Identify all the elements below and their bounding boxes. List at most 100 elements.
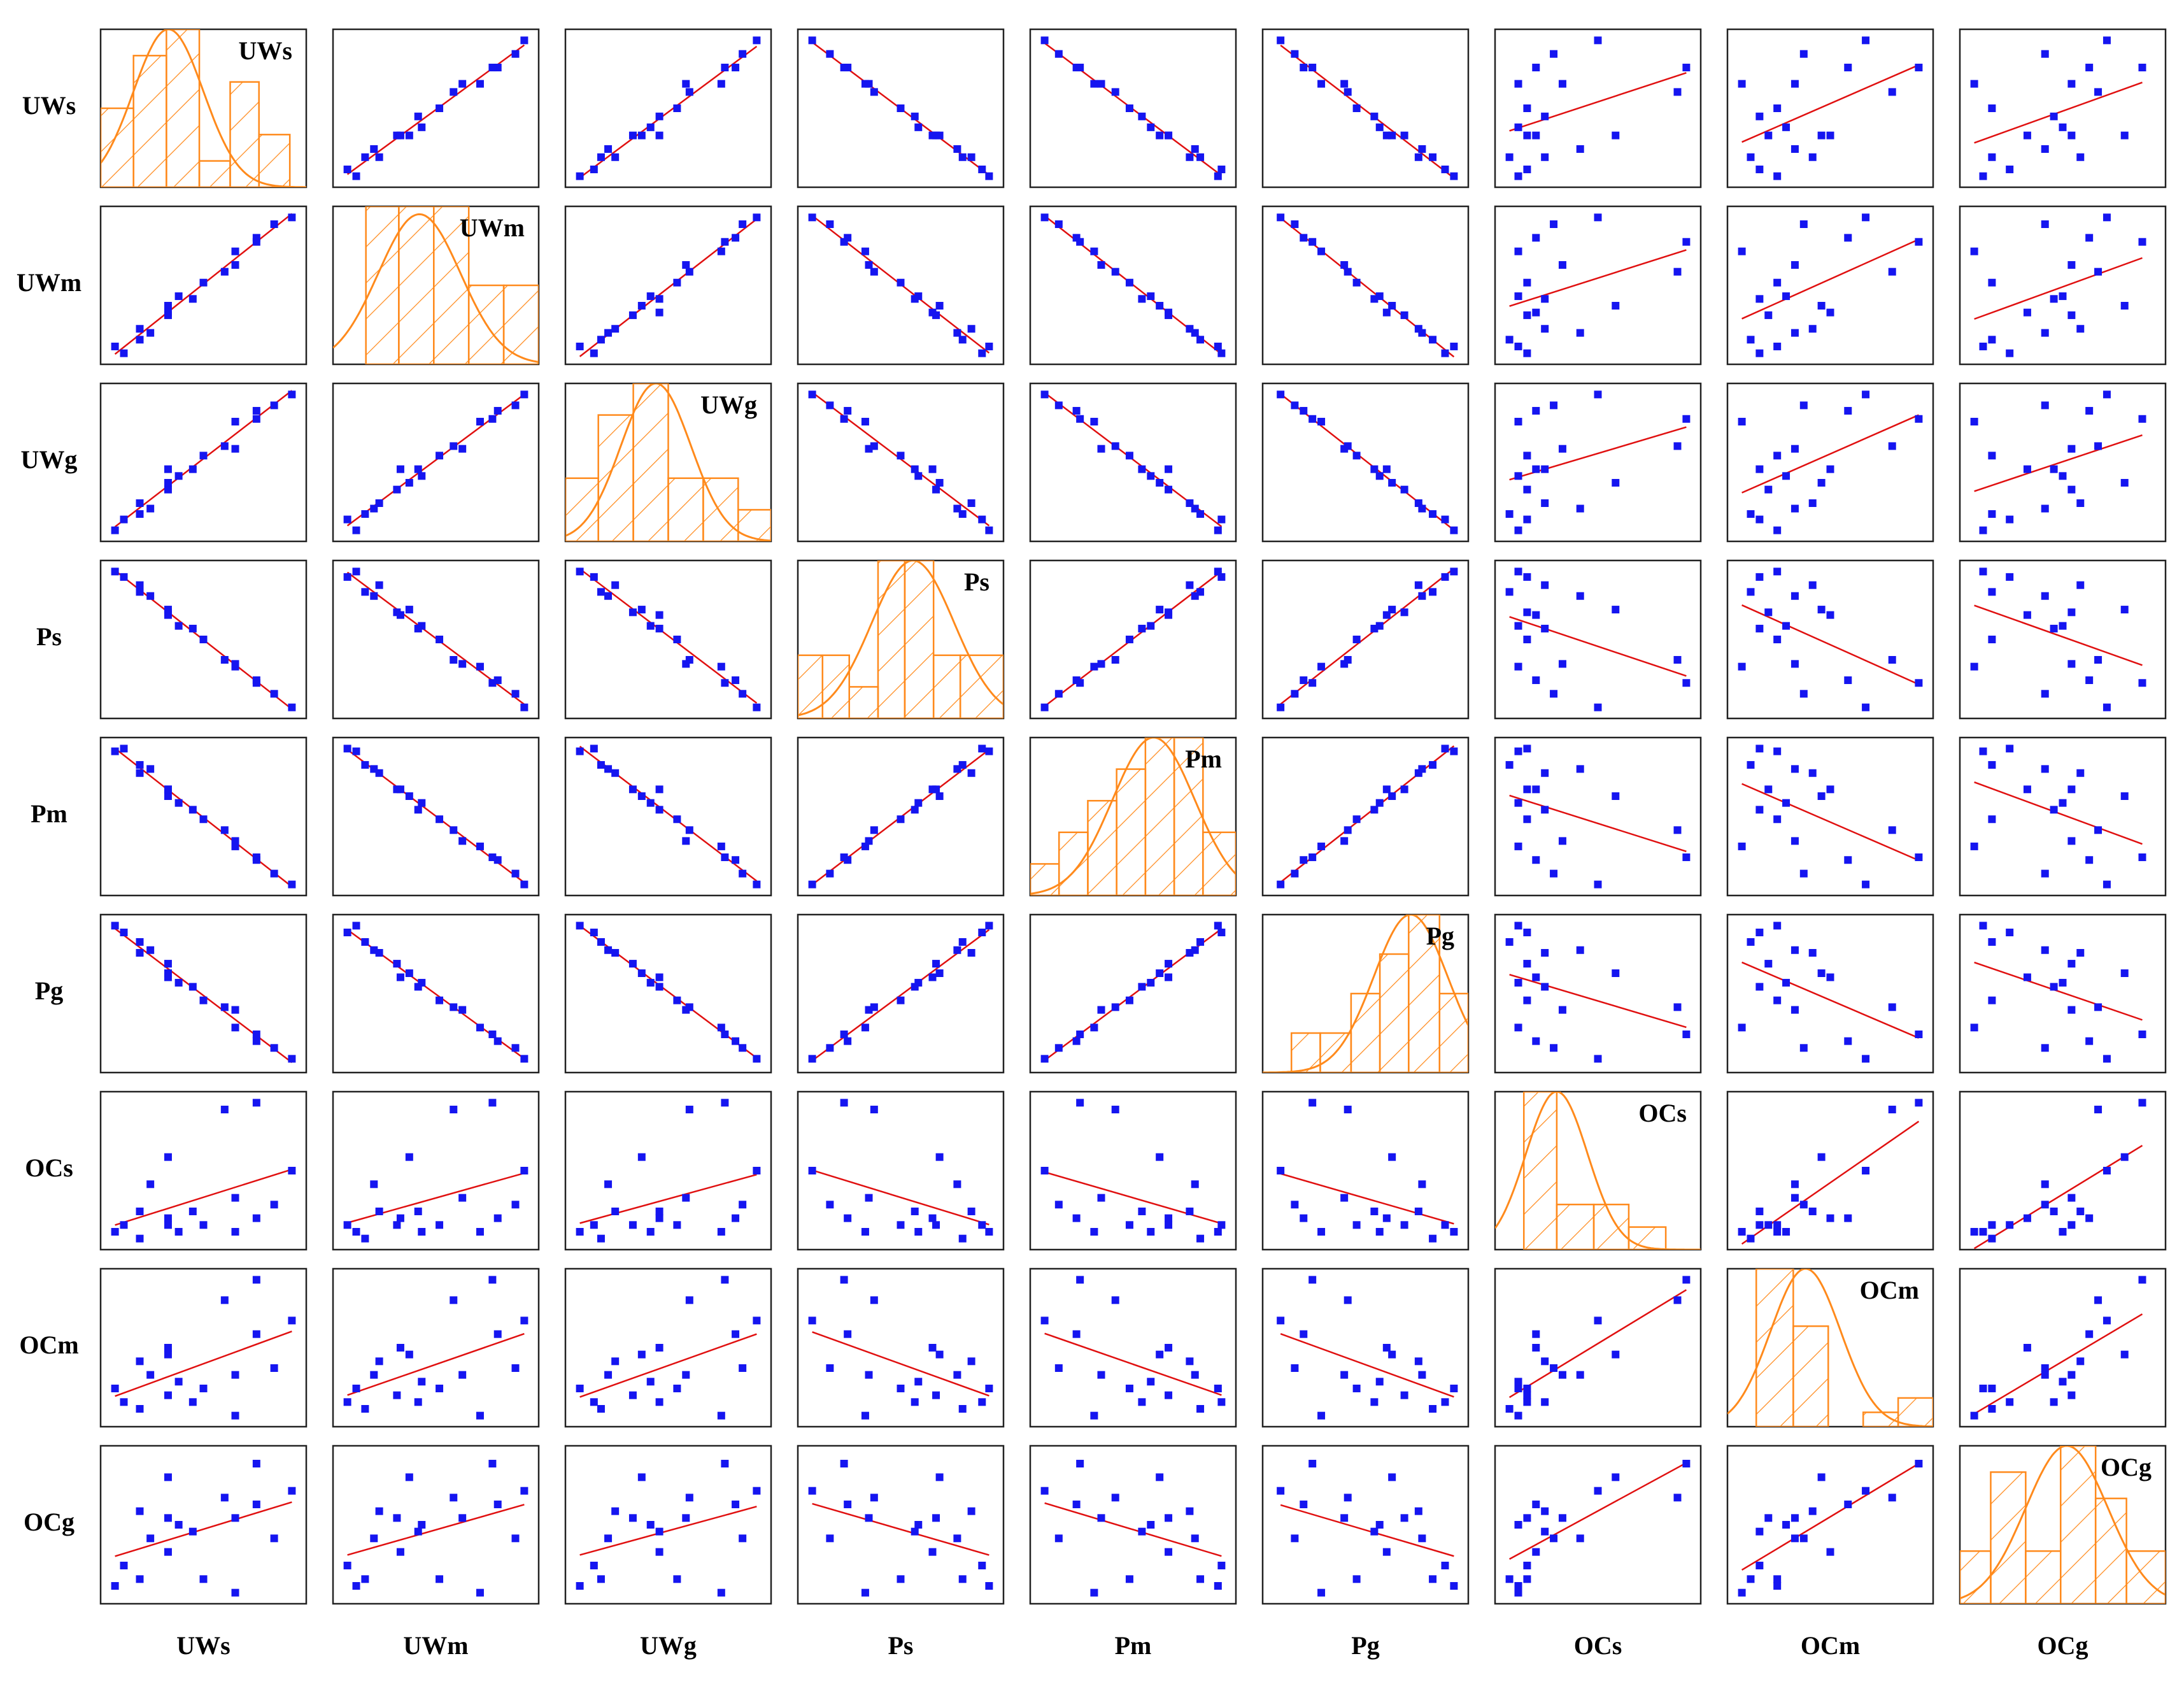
panel: OCs <box>1494 1090 1702 1251</box>
point <box>1888 88 1896 96</box>
point <box>2059 472 2067 480</box>
point <box>1317 1588 1326 1597</box>
point <box>1541 153 1549 161</box>
point <box>1352 815 1361 824</box>
panel <box>99 1267 308 1428</box>
row-label: OCs <box>25 1153 73 1182</box>
point <box>111 922 119 930</box>
point <box>576 1384 584 1392</box>
point <box>1773 636 1782 643</box>
point <box>2006 573 2014 581</box>
column-label: Pg <box>1351 1631 1379 1660</box>
point <box>1217 165 1226 173</box>
panel <box>332 28 540 189</box>
point <box>1764 960 1773 968</box>
point <box>1790 592 1799 600</box>
point <box>597 153 605 161</box>
hist-bar <box>1144 738 1175 896</box>
panel-frame <box>1726 205 1934 366</box>
point <box>1682 238 1691 246</box>
point <box>2085 856 2094 864</box>
panel-frame <box>1726 736 1934 897</box>
point <box>1072 1330 1081 1338</box>
point <box>1755 624 1764 632</box>
point <box>1915 238 1923 246</box>
point <box>935 969 944 978</box>
point <box>1111 88 1119 96</box>
point <box>2023 973 2031 981</box>
point <box>1147 978 1155 987</box>
point <box>1612 1473 1620 1481</box>
point <box>928 785 937 794</box>
point <box>136 1575 144 1583</box>
panel <box>332 1090 540 1251</box>
point <box>682 837 690 845</box>
point <box>2094 1296 2102 1304</box>
point <box>637 1350 646 1359</box>
point <box>861 1588 869 1597</box>
point <box>597 938 605 946</box>
fit-line <box>1280 1504 1454 1557</box>
point <box>1541 581 1549 589</box>
point <box>1277 36 1285 45</box>
panel <box>99 559 308 720</box>
point <box>637 969 646 978</box>
panel-frame <box>1261 1445 1470 1605</box>
point <box>739 690 747 698</box>
panel <box>1261 1267 1470 1428</box>
point <box>1505 1575 1514 1583</box>
point <box>252 415 260 423</box>
point <box>288 1055 296 1063</box>
hist-bar <box>166 29 201 187</box>
point <box>164 792 172 801</box>
point <box>1673 442 1682 450</box>
point <box>826 1044 834 1052</box>
point <box>1076 64 1084 72</box>
point <box>1970 1024 1978 1032</box>
point <box>370 1371 378 1379</box>
point <box>270 220 278 229</box>
panel <box>1261 559 1470 720</box>
point <box>1550 869 1558 878</box>
point <box>1523 929 1531 937</box>
point <box>2094 826 2102 834</box>
fit-line <box>1509 616 1687 677</box>
point <box>1773 278 1782 287</box>
point <box>520 1167 528 1174</box>
point <box>1217 929 1226 937</box>
point <box>393 1391 401 1399</box>
point <box>418 472 426 480</box>
point <box>932 1514 940 1522</box>
point <box>1054 401 1063 410</box>
point <box>1429 510 1437 518</box>
fit-line <box>812 1169 989 1225</box>
point <box>352 1581 360 1590</box>
point <box>1344 1106 1352 1114</box>
point <box>655 1344 663 1352</box>
point <box>1191 592 1199 600</box>
point <box>590 929 598 937</box>
point <box>361 510 369 518</box>
point <box>576 922 584 930</box>
point <box>1291 690 1299 698</box>
point <box>953 504 961 513</box>
point <box>270 1534 278 1543</box>
point <box>352 747 360 755</box>
point <box>220 442 229 450</box>
point <box>1888 655 1896 664</box>
point <box>717 662 725 671</box>
point <box>511 401 520 410</box>
point <box>1576 329 1584 337</box>
point <box>611 153 620 161</box>
point <box>1532 1344 1540 1352</box>
point <box>1450 172 1458 180</box>
point <box>739 1364 747 1372</box>
point <box>220 1106 229 1114</box>
hist-bar <box>1438 992 1468 1073</box>
point <box>1344 826 1352 834</box>
fit-line <box>115 1168 292 1226</box>
point <box>1138 624 1146 632</box>
panel-frame <box>1726 28 1934 189</box>
point <box>476 1411 484 1420</box>
point <box>396 611 404 619</box>
